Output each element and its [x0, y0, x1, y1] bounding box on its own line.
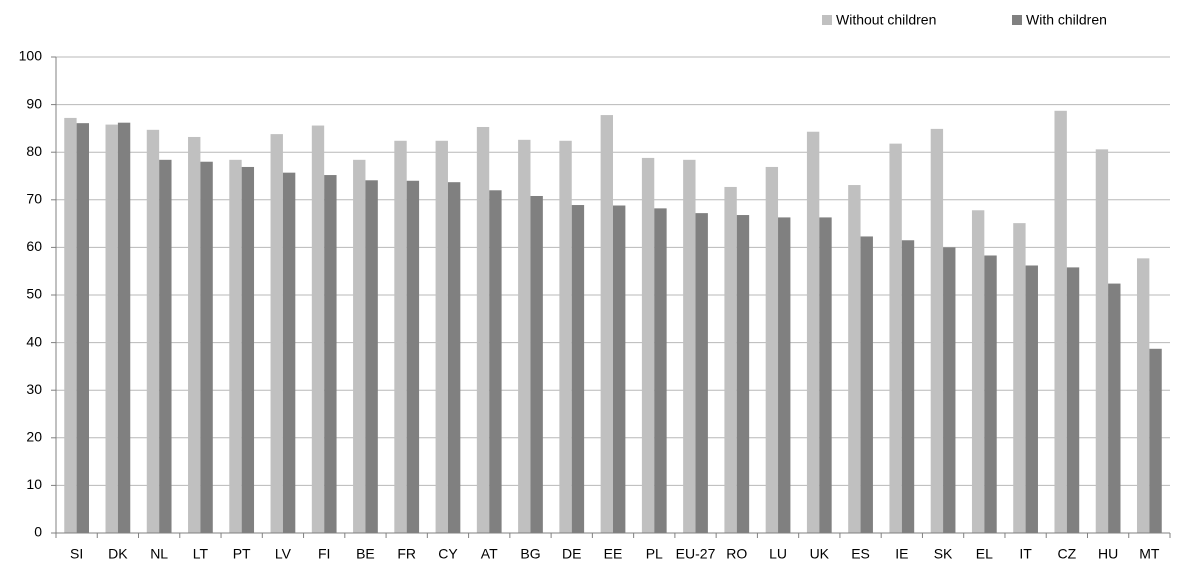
x-tick-label: HU — [1098, 546, 1118, 562]
bar — [1066, 267, 1080, 533]
x-tick-label: SK — [934, 546, 953, 562]
bar — [984, 255, 997, 533]
bar — [600, 115, 613, 534]
x-tick-label: LU — [769, 546, 787, 562]
bar — [930, 128, 944, 533]
bar — [641, 157, 655, 534]
bar — [406, 180, 420, 533]
bar — [559, 140, 572, 533]
y-tick-label: 0 — [34, 524, 42, 540]
bar — [1136, 258, 1150, 533]
legend-label: With children — [1026, 12, 1107, 28]
x-tick-label: IE — [895, 546, 908, 562]
bar — [105, 124, 118, 533]
y-tick-label: 60 — [26, 238, 42, 254]
x-tick-label: UK — [810, 546, 830, 562]
y-tick-label: 100 — [19, 48, 43, 64]
y-tick-label: 20 — [26, 429, 42, 445]
legend-label: Without children — [836, 12, 936, 28]
x-tick-label: FI — [318, 546, 330, 562]
bar — [1025, 265, 1038, 533]
x-tick-label: IT — [1019, 546, 1032, 562]
y-tick-label: 70 — [26, 191, 42, 207]
bar — [1095, 149, 1109, 533]
bar — [365, 180, 378, 533]
bar — [200, 161, 213, 533]
bar — [489, 190, 502, 533]
bar — [695, 213, 708, 534]
x-tick-label: PT — [233, 546, 251, 562]
x-tick-label: LT — [193, 546, 209, 562]
bar — [229, 159, 242, 534]
x-tick-label: EU-27 — [676, 546, 716, 562]
y-tick-label: 90 — [26, 95, 42, 111]
bar — [435, 140, 448, 533]
bar — [447, 182, 461, 534]
bar — [819, 217, 832, 534]
x-tick-label: MT — [1139, 546, 1160, 562]
bar — [146, 129, 160, 533]
bar — [353, 159, 366, 534]
y-tick-label: 40 — [26, 333, 42, 349]
y-tick-label: 80 — [26, 143, 42, 159]
bar — [76, 123, 90, 533]
bar — [901, 240, 915, 533]
legend-swatch — [822, 15, 832, 25]
bar — [117, 122, 131, 534]
bar — [188, 136, 201, 533]
y-tick-label: 50 — [26, 286, 42, 302]
x-tick-label: CZ — [1058, 546, 1077, 562]
bar — [683, 159, 696, 534]
x-tick-label: BE — [356, 546, 375, 562]
x-tick-label: EL — [976, 546, 993, 562]
bar — [943, 247, 956, 533]
bar — [736, 215, 750, 534]
x-tick-label: ES — [851, 546, 870, 562]
bar — [971, 210, 985, 533]
x-tick-label: PL — [646, 546, 663, 562]
bar — [282, 172, 296, 533]
bar — [159, 159, 172, 534]
bar — [613, 205, 626, 533]
x-tick-label: NL — [150, 546, 168, 562]
x-tick-label: AT — [481, 546, 498, 562]
bar — [860, 236, 873, 533]
bar — [778, 217, 791, 534]
bar — [654, 208, 667, 534]
legend-swatch — [1012, 15, 1022, 25]
bar — [324, 175, 337, 533]
bar — [571, 205, 585, 533]
bar — [1108, 283, 1121, 533]
bar — [64, 117, 77, 533]
bar — [394, 140, 407, 533]
bar — [806, 131, 820, 533]
x-tick-label: BG — [520, 546, 540, 562]
bar — [1149, 348, 1162, 533]
bar — [848, 185, 861, 533]
bar — [241, 166, 255, 533]
x-tick-label: CY — [438, 546, 458, 562]
bar — [518, 139, 531, 533]
bar — [1054, 110, 1067, 534]
y-tick-label: 30 — [26, 381, 42, 397]
x-tick-label: DE — [562, 546, 581, 562]
bar — [311, 125, 325, 533]
bar — [1013, 223, 1026, 533]
bar — [270, 134, 283, 533]
x-tick-label: EE — [604, 546, 623, 562]
bar — [476, 126, 490, 534]
x-tick-label: RO — [726, 546, 747, 562]
x-tick-label: DK — [108, 546, 128, 562]
x-tick-label: SI — [70, 546, 83, 562]
bar — [530, 195, 543, 533]
bar — [724, 186, 737, 533]
x-tick-label: FR — [397, 546, 416, 562]
y-tick-label: 10 — [26, 476, 42, 492]
x-tick-label: LV — [275, 546, 292, 562]
bar — [889, 143, 902, 533]
bar — [765, 166, 779, 533]
